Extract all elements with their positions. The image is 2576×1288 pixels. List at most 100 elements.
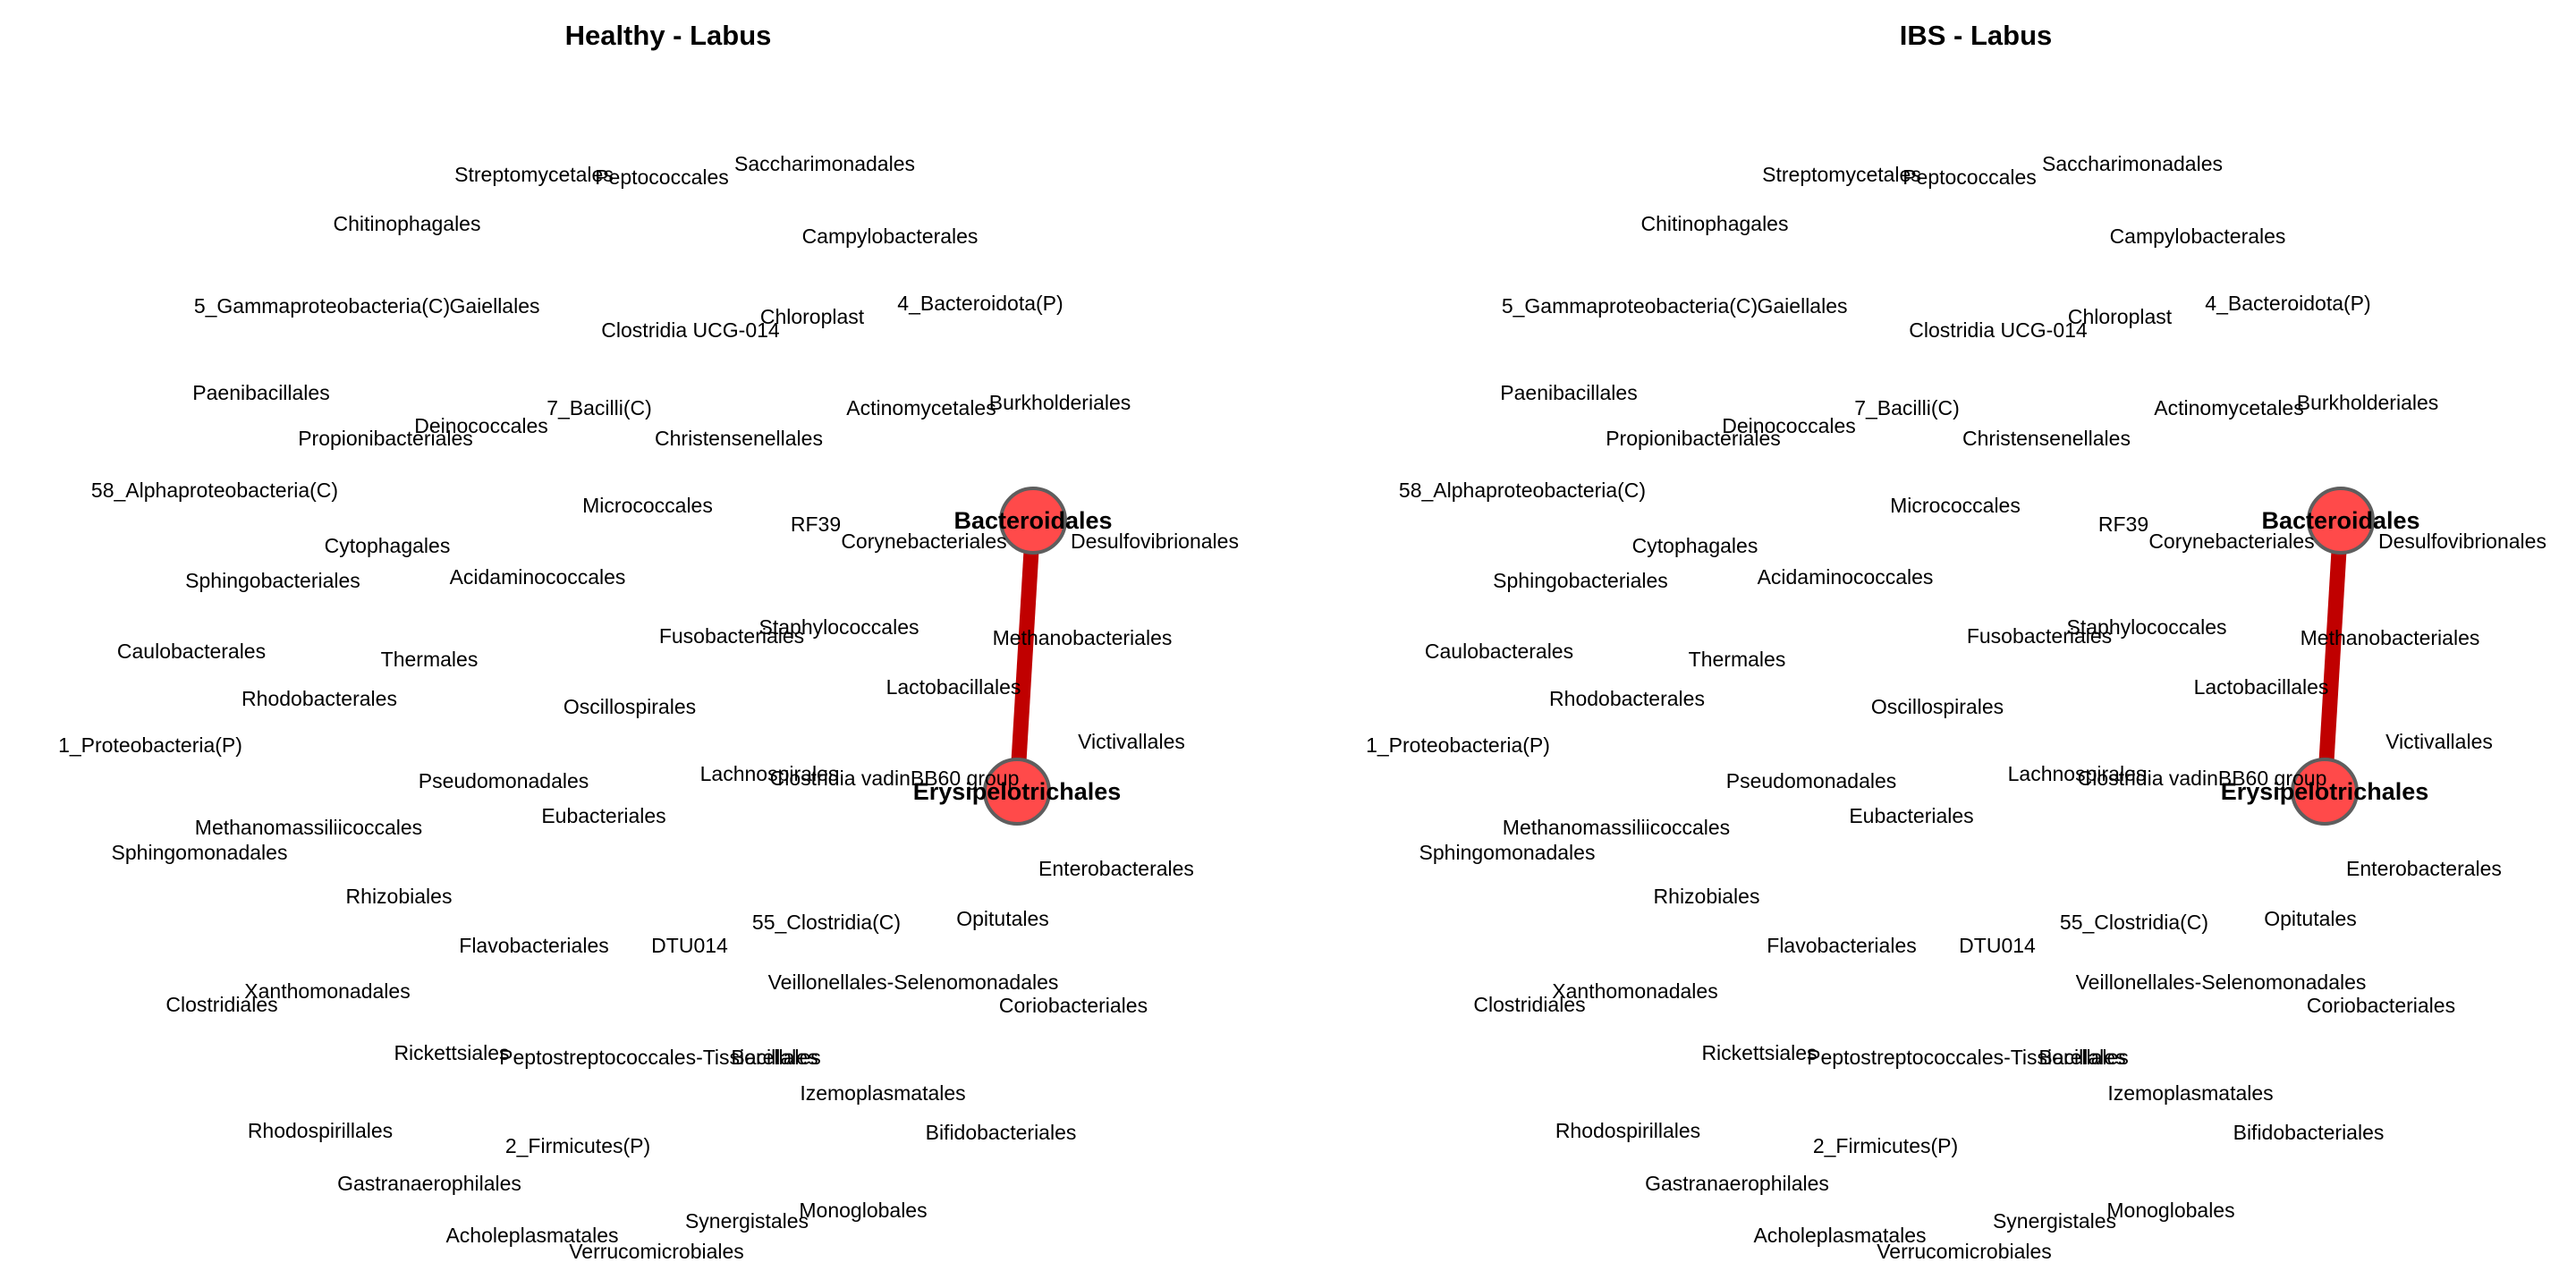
node-label-fusobacteriales: Fusobacteriales	[659, 624, 804, 648]
node-label-acholeplasmatales: Acholeplasmatales	[445, 1224, 618, 1247]
node-label-campylobacterales: Campylobacterales	[2110, 225, 2286, 248]
edges-ibs	[2317, 520, 2349, 792]
node-label-victivallales: Victivallales	[1078, 730, 1185, 753]
node-label-verrucomicrobiales: Verrucomicrobiales	[569, 1240, 744, 1263]
node-label-rhodospirillales: Rhodospirillales	[1555, 1119, 1700, 1142]
node-label-rhizobiales: Rhizobiales	[1654, 885, 1760, 908]
node-label-rhodobacterales: Rhodobacterales	[242, 687, 397, 710]
node-label-55-clostridia-c: 55_Clostridia(C)	[752, 911, 901, 934]
node-erysipelotrichales	[983, 758, 1051, 826]
node-label-rhodobacterales: Rhodobacterales	[1549, 687, 1705, 710]
node-label-bacteroidales: Bacteroidales	[2261, 507, 2419, 534]
node-label-lactobacillales: Lactobacillales	[2194, 675, 2329, 699]
node-label-1-proteobacteria-p: 1_Proteobacteria(P)	[58, 733, 242, 757]
node-label-desulfovibrionales: Desulfovibrionales	[1071, 530, 1239, 553]
node-label-micrococcales: Micrococcales	[1890, 494, 2021, 517]
node-label-caulobacterales: Caulobacterales	[117, 640, 266, 663]
node-label-caulobacterales: Caulobacterales	[1425, 640, 1573, 663]
node-label-2-firmicutes-p: 2_Firmicutes(P)	[505, 1134, 650, 1157]
node-label-actinomycetales: Actinomycetales	[2154, 396, 2303, 419]
node-label-chloroplast: Chloroplast	[2068, 305, 2173, 328]
node-label-7-bacilli-c: 7_Bacilli(C)	[547, 396, 652, 419]
node-label-flavobacteriales: Flavobacteriales	[459, 934, 608, 957]
edge-bacteroidales-erysipelotrichales	[1009, 520, 1041, 792]
node-label-bacteroidales: Bacteroidales	[953, 507, 1112, 534]
node-label-desulfovibrionales: Desulfovibrionales	[2378, 530, 2546, 553]
node-label-fusobacteriales: Fusobacteriales	[1967, 624, 2112, 648]
node-label-methanomassiliicoccales: Methanomassiliicoccales	[195, 816, 422, 839]
node-label-dtu014: DTU014	[1959, 934, 2036, 957]
node-label-paenibacillales: Paenibacillales	[1500, 381, 1637, 404]
node-label-58-alphaproteobacteria-c: 58_Alphaproteobacteria(C)	[91, 479, 338, 502]
node-label-55-clostridia-c: 55_Clostridia(C)	[2060, 911, 2208, 934]
node-label-methanobacteriales: Methanobacteriales	[2301, 626, 2480, 649]
node-label-methanobacteriales: Methanobacteriales	[993, 626, 1173, 649]
edge-bacteroidales-erysipelotrichales	[2317, 520, 2349, 792]
node-label-pseudomonadales: Pseudomonadales	[1726, 769, 1897, 792]
node-label-cytophagales: Cytophagales	[1632, 534, 1758, 557]
node-label-corynebacteriales: Corynebacteriales	[841, 530, 1006, 553]
node-label-verrucomicrobiales: Verrucomicrobiales	[1877, 1240, 2052, 1263]
nodes-healthy	[983, 487, 1067, 826]
node-label-dtu014: DTU014	[651, 934, 728, 957]
node-label-izemoplasmatales: Izemoplasmatales	[2107, 1081, 2273, 1105]
node-label-clostridia-vadinbb60-group: Clostridia vadinBB60 group	[2078, 767, 2327, 790]
node-label-peptococcales: Peptococcales	[595, 165, 729, 189]
node-label-gastranaerophilales: Gastranaerophilales	[1645, 1172, 1829, 1195]
node-label-campylobacterales: Campylobacterales	[802, 225, 979, 248]
node-label-5-gammaproteobacteria-c: 5_Gammaproteobacteria(C)	[1502, 294, 1758, 318]
labels-healthy: StreptomycetalesPeptococcalesSaccharimon…	[58, 152, 1239, 1263]
node-label-peptococcales: Peptococcales	[1902, 165, 2037, 189]
node-label-opitutales: Opitutales	[956, 907, 1049, 930]
node-label-eubacteriales: Eubacteriales	[1849, 804, 1973, 827]
node-label-clostridiales: Clostridiales	[1473, 993, 1585, 1016]
node-label-thermales: Thermales	[381, 648, 479, 671]
node-label-sphingobacteriales: Sphingobacteriales	[1493, 569, 1668, 592]
node-label-peptostreptococcales-tissierellales: Peptostreptococcales-Tissierellales	[1807, 1046, 2129, 1069]
node-label-victivallales: Victivallales	[2385, 730, 2493, 753]
node-label-rf39: RF39	[791, 513, 841, 536]
node-label-veillonellales-selenomonadales: Veillonellales-Selenomonadales	[768, 970, 1059, 994]
node-label-propionibacteriales: Propionibacteriales	[1606, 427, 1781, 450]
node-label-staphylococcales: Staphylococcales	[2067, 615, 2227, 639]
node-label-corynebacteriales: Corynebacteriales	[2148, 530, 2314, 553]
node-bacteroidales	[2307, 487, 2375, 555]
node-label-xanthomonadales: Xanthomonadales	[1552, 979, 1717, 1003]
node-label-sphingomonadales: Sphingomonadales	[112, 841, 288, 864]
node-label-1-proteobacteria-p: 1_Proteobacteria(P)	[1366, 733, 1550, 757]
node-label-58-alphaproteobacteria-c: 58_Alphaproteobacteria(C)	[1399, 479, 1646, 502]
nodes-ibs	[2291, 487, 2375, 826]
node-label-7-bacilli-c: 7_Bacilli(C)	[1854, 396, 1960, 419]
node-label-erysipelotrichales: Erysipelotrichales	[2221, 778, 2429, 805]
node-label-coriobacteriales: Coriobacteriales	[999, 994, 1148, 1017]
node-label-oscillospirales: Oscillospirales	[564, 695, 696, 718]
node-label-acidaminococcales: Acidaminococcales	[1758, 565, 1934, 589]
node-label-veillonellales-selenomonadales: Veillonellales-Selenomonadales	[2076, 970, 2367, 994]
node-label-cytophagales: Cytophagales	[325, 534, 451, 557]
node-label-gastranaerophilales: Gastranaerophilales	[337, 1172, 521, 1195]
node-label-izemoplasmatales: Izemoplasmatales	[800, 1081, 965, 1105]
node-label-staphylococcales: Staphylococcales	[759, 615, 919, 639]
node-label-4-bacteroidota-p: 4_Bacteroidota(P)	[2205, 292, 2370, 315]
node-label-clostridia-vadinbb60-group: Clostridia vadinBB60 group	[770, 767, 1020, 790]
node-label-deinococcales: Deinococcales	[1722, 414, 1856, 437]
node-label-xanthomonadales: Xanthomonadales	[244, 979, 410, 1003]
node-bacteroidales	[999, 487, 1067, 555]
node-label-lactobacillales: Lactobacillales	[886, 675, 1021, 699]
node-label-synergistales: Synergistales	[685, 1209, 809, 1233]
node-label-coriobacteriales: Coriobacteriales	[2307, 994, 2455, 1017]
node-label-enterobacterales: Enterobacterales	[2346, 857, 2502, 880]
node-label-burkholderiales: Burkholderiales	[2297, 391, 2439, 414]
node-label-methanomassiliicoccales: Methanomassiliicoccales	[1503, 816, 1730, 839]
node-label-chitinophagales: Chitinophagales	[1641, 212, 1789, 235]
node-label-sphingobacteriales: Sphingobacteriales	[185, 569, 360, 592]
node-label-rhizobiales: Rhizobiales	[346, 885, 453, 908]
node-label-saccharimonadales: Saccharimonadales	[734, 152, 915, 175]
node-label-peptostreptococcales-tissierellales: Peptostreptococcales-Tissierellales	[499, 1046, 821, 1069]
node-label-saccharimonadales: Saccharimonadales	[2042, 152, 2223, 175]
node-label-5-gammaproteobacteria-c: 5_Gammaproteobacteria(C)	[194, 294, 450, 318]
node-label-thermales: Thermales	[1689, 648, 1786, 671]
node-label-streptomycetales: Streptomycetales	[1762, 163, 1921, 186]
node-label-paenibacillales: Paenibacillales	[192, 381, 329, 404]
